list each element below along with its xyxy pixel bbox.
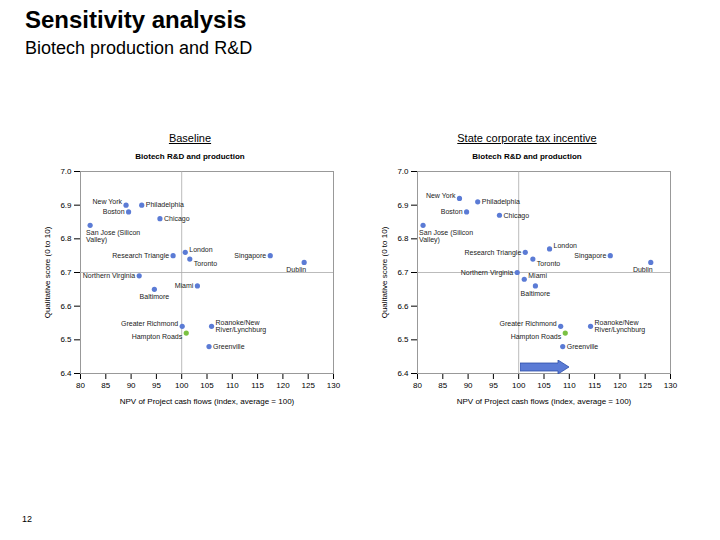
svg-text:London: London <box>554 242 577 249</box>
svg-text:Greater Richmond: Greater Richmond <box>121 320 178 327</box>
svg-text:Research Triangle: Research Triangle <box>464 249 521 257</box>
svg-text:6.8: 6.8 <box>397 234 409 243</box>
svg-text:Baltimore: Baltimore <box>521 290 551 297</box>
svg-text:6.4: 6.4 <box>60 369 72 378</box>
svg-text:Dublin: Dublin <box>286 266 306 273</box>
svg-text:105: 105 <box>537 381 551 390</box>
html-text:Biotech production and R&D: Biotech production and R&D <box>25 38 253 58</box>
svg-text:Miami: Miami <box>175 282 194 289</box>
svg-text:125: 125 <box>302 381 316 390</box>
svg-text:6.6: 6.6 <box>397 302 409 311</box>
svg-text:Northern Virginia: Northern Virginia <box>461 269 514 277</box>
svg-text:Greenville: Greenville <box>213 343 245 350</box>
svg-text:San Jose (SiliconValley): San Jose (SiliconValley) <box>419 229 473 244</box>
svg-text:Baltimore: Baltimore <box>140 293 170 300</box>
html-text:12: 12 <box>22 514 32 524</box>
svg-text:Singapore: Singapore <box>234 252 266 260</box>
svg-text:110: 110 <box>226 381 239 390</box>
svg-text:Research Triangle: Research Triangle <box>112 252 169 260</box>
html-text:Biotech R&D and production: Biotech R&D and production <box>135 152 245 161</box>
svg-text:85: 85 <box>438 381 447 390</box>
svg-text:NPV of Project cash flows (ind: NPV of Project cash flows (index, averag… <box>457 397 632 406</box>
svg-text:6.8: 6.8 <box>60 234 72 243</box>
html-text:Sensitivity analysis: Sensitivity analysis <box>25 6 247 33</box>
svg-text:115: 115 <box>588 381 601 390</box>
svg-text:Dublin: Dublin <box>633 266 653 273</box>
svg-text:90: 90 <box>464 381 473 390</box>
svg-text:Toronto: Toronto <box>537 260 560 267</box>
html-text:Baseline: Baseline <box>168 132 212 144</box>
svg-text:120: 120 <box>613 381 627 390</box>
svg-text:105: 105 <box>200 381 214 390</box>
svg-text:Chicago: Chicago <box>503 212 529 220</box>
svg-text:6.5: 6.5 <box>397 335 409 344</box>
svg-text:120: 120 <box>276 381 290 390</box>
svg-text:Toronto: Toronto <box>194 260 217 267</box>
svg-text:NPV of Project cash flows (ind: NPV of Project cash flows (index, averag… <box>120 397 295 406</box>
svg-text:7.0: 7.0 <box>60 167 72 176</box>
svg-text:Roanoke/NewRiver/Lynchburg: Roanoke/NewRiver/Lynchburg <box>216 319 267 334</box>
svg-text:80: 80 <box>413 381 422 390</box>
svg-text:Philadelphia: Philadelphia <box>482 198 520 206</box>
svg-text:100: 100 <box>512 381 526 390</box>
html-text:Biotech R&D and production: Biotech R&D and production <box>472 152 582 161</box>
svg-text:Roanoke/NewRiver/Lynchburg: Roanoke/NewRiver/Lynchburg <box>595 319 646 334</box>
svg-text:Greenville: Greenville <box>567 343 599 350</box>
svg-text:85: 85 <box>101 381 110 390</box>
svg-text:6.7: 6.7 <box>397 268 409 277</box>
svg-text:115: 115 <box>251 381 264 390</box>
svg-text:110: 110 <box>563 381 576 390</box>
svg-text:London: London <box>189 246 212 253</box>
svg-text:6.9: 6.9 <box>397 201 409 210</box>
svg-text:6.9: 6.9 <box>60 201 72 210</box>
svg-text:90: 90 <box>127 381 136 390</box>
svg-text:100: 100 <box>175 381 189 390</box>
svg-text:Qualitative score (0 to 10): Qualitative score (0 to 10) <box>43 226 52 318</box>
svg-text:95: 95 <box>152 381 161 390</box>
svg-text:130: 130 <box>327 381 341 390</box>
svg-text:Chicago: Chicago <box>164 215 190 223</box>
svg-text:New York: New York <box>426 192 456 199</box>
svg-text:80: 80 <box>76 381 85 390</box>
svg-text:Northern Virginia: Northern Virginia <box>83 272 136 280</box>
svg-text:Philadelphia: Philadelphia <box>146 201 184 209</box>
svg-text:Greater Richmond: Greater Richmond <box>499 320 556 327</box>
svg-text:6.6: 6.6 <box>60 302 72 311</box>
svg-text:Hampton Roads: Hampton Roads <box>132 333 183 341</box>
svg-text:95: 95 <box>489 381 498 390</box>
html-text:State corporate tax incentive: State corporate tax incentive <box>457 132 597 144</box>
svg-text:6.4: 6.4 <box>397 369 409 378</box>
svg-text:130: 130 <box>664 381 678 390</box>
svg-text:7.0: 7.0 <box>397 167 409 176</box>
svg-text:Hampton Roads: Hampton Roads <box>511 333 562 341</box>
svg-text:6.7: 6.7 <box>60 268 72 277</box>
svg-text:Boston: Boston <box>103 208 125 215</box>
svg-text:125: 125 <box>639 381 653 390</box>
svg-text:San Jose (SiliconValley): San Jose (SiliconValley) <box>86 229 140 244</box>
svg-text:Boston: Boston <box>441 208 463 215</box>
svg-text:New York: New York <box>92 198 122 205</box>
svg-text:Singapore: Singapore <box>574 252 606 260</box>
svg-text:Miami: Miami <box>528 272 547 279</box>
svg-text:6.5: 6.5 <box>60 335 72 344</box>
svg-text:Qualitative score (0 to 10): Qualitative score (0 to 10) <box>380 226 389 318</box>
